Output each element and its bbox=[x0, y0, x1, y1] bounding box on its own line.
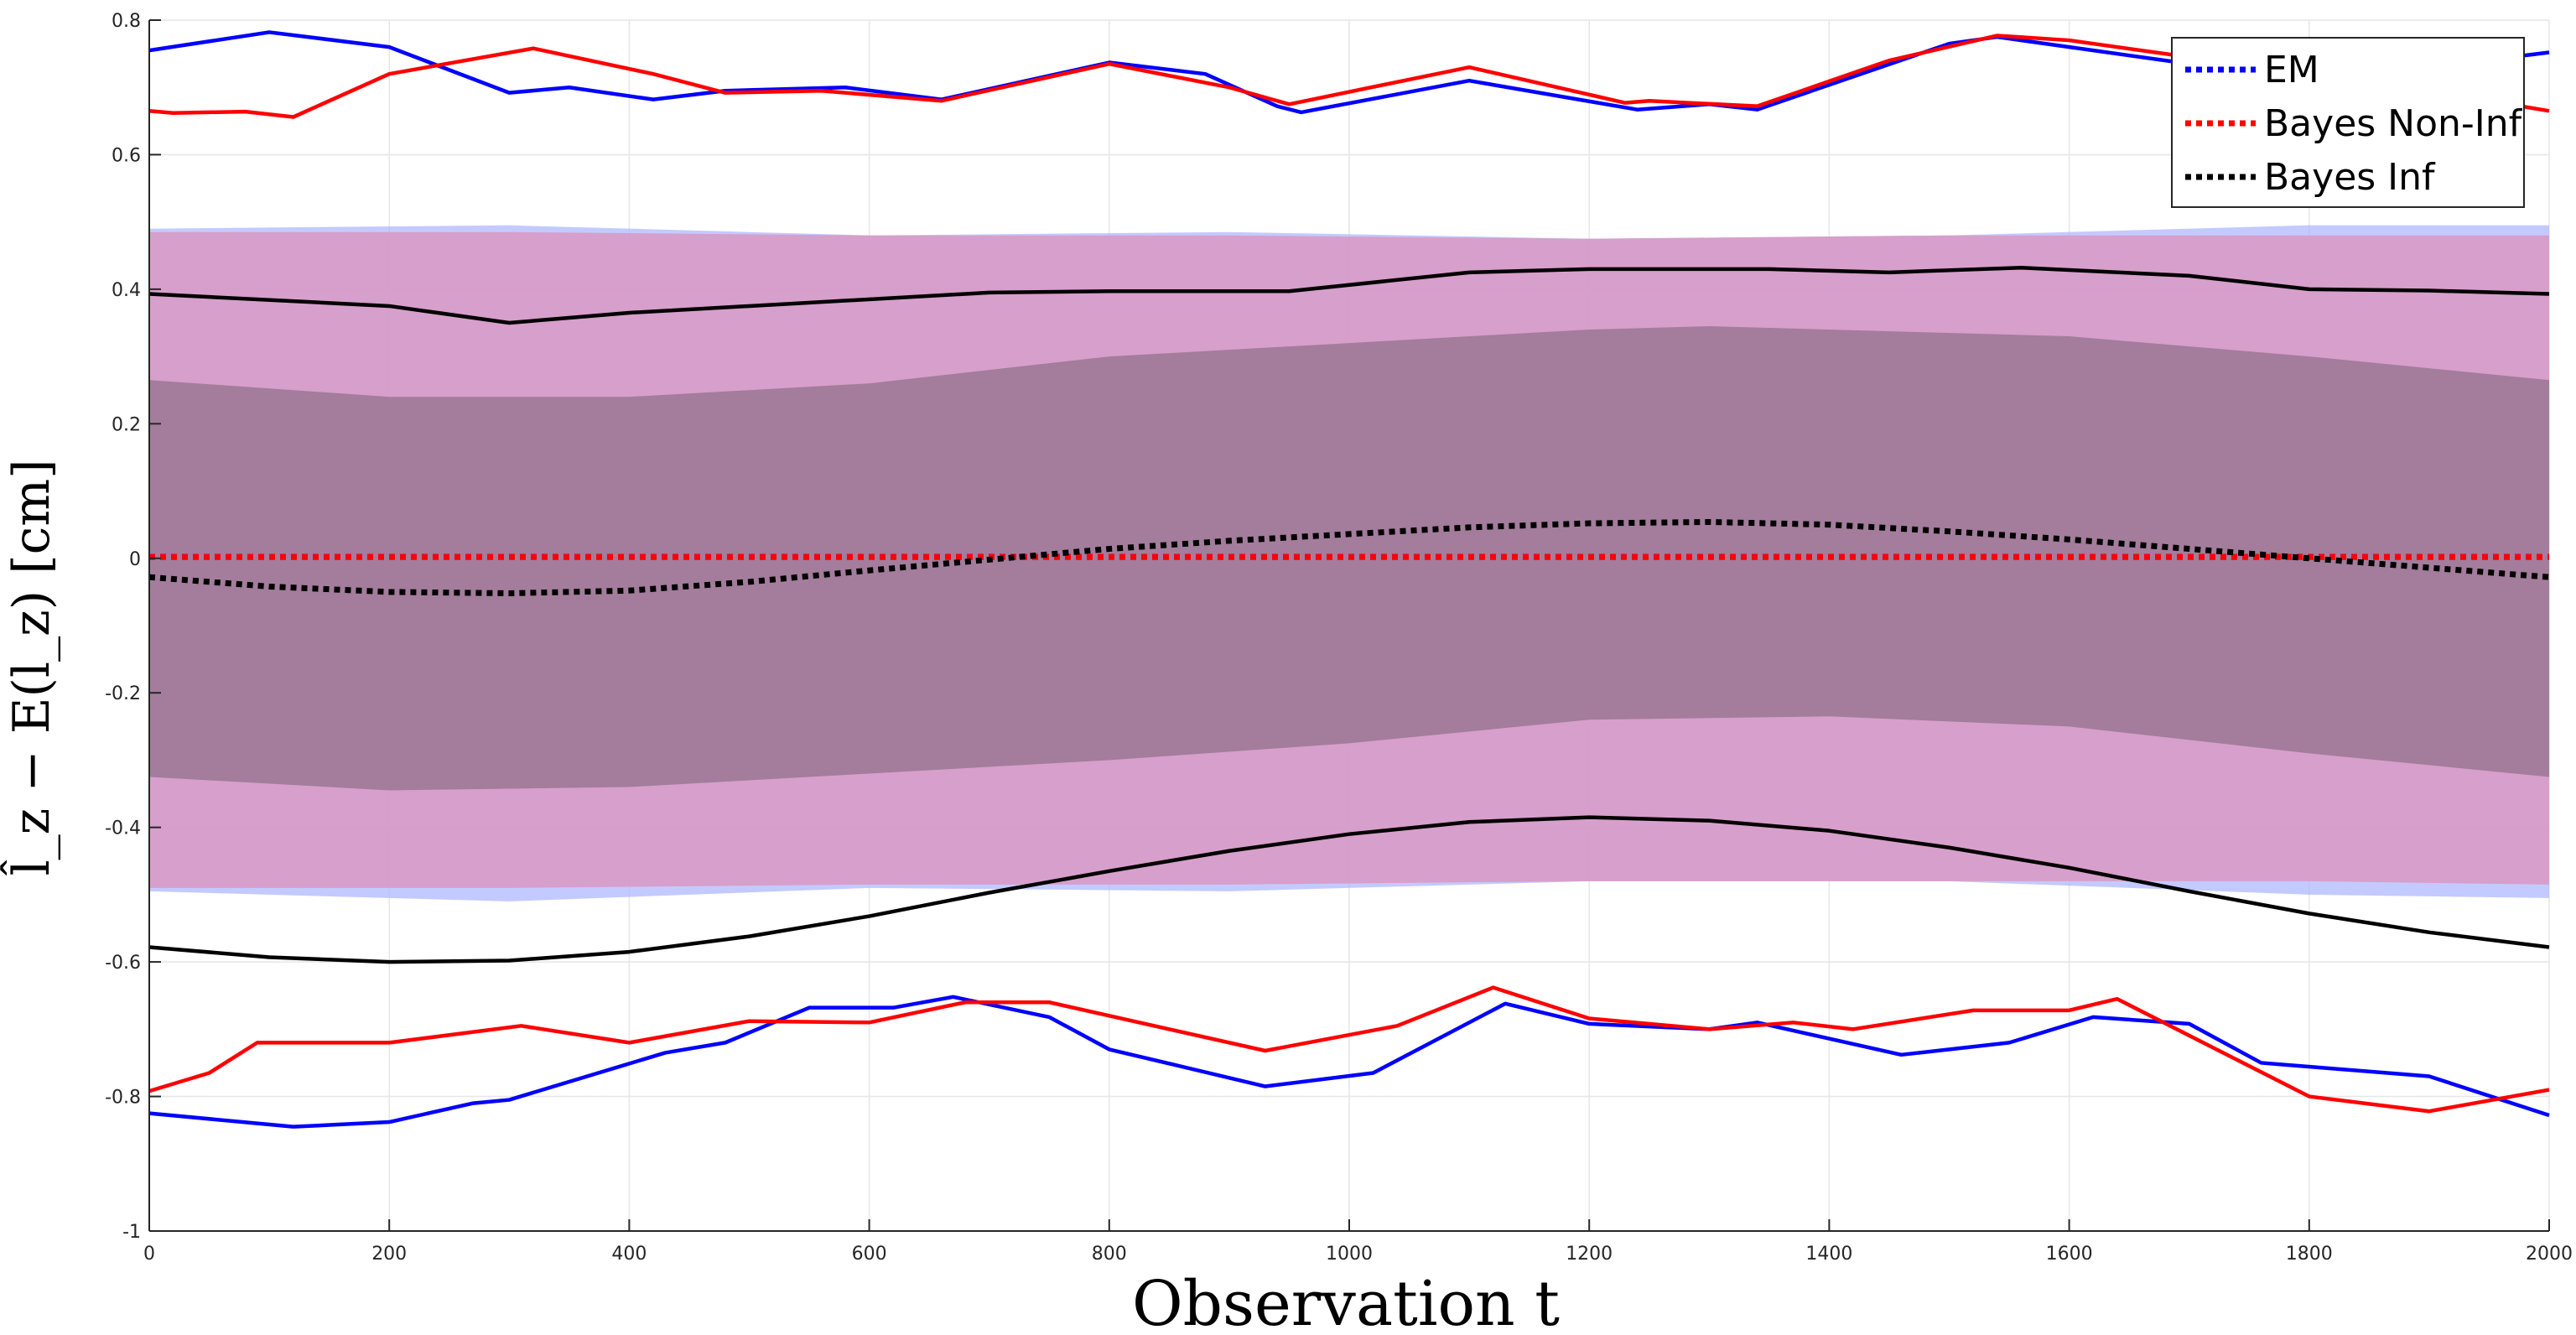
legend-label-bayes-inf: Bayes Inf bbox=[2264, 156, 2436, 199]
series-em-upper-bound bbox=[148, 30, 2550, 115]
series-bayes-inf bbox=[148, 518, 2550, 596]
series-bayes-inf-lower-bound bbox=[148, 815, 2550, 964]
legend: EM Bayes Non-Inf Bayes Inf bbox=[2171, 37, 2525, 208]
y-tick-label: -0.8 bbox=[105, 1088, 141, 1109]
y-tick-label: 0.6 bbox=[112, 145, 141, 166]
x-tick-label: 1200 bbox=[1566, 1244, 1613, 1265]
y-tick-label: 0.2 bbox=[112, 414, 141, 435]
x-axis-label: Observation t bbox=[1132, 1268, 1560, 1335]
series-bayes-non-inf-lower-bound bbox=[148, 985, 2550, 1114]
y-tick-label: 0.4 bbox=[112, 280, 141, 301]
legend-label-bayes-non-inf: Bayes Non-Inf bbox=[2264, 102, 2523, 145]
x-tick-label: 200 bbox=[371, 1244, 407, 1265]
x-tick-label: 1800 bbox=[2286, 1244, 2333, 1265]
y-tick-label: -0.4 bbox=[105, 818, 141, 839]
series-bayes-inf-upper-bound bbox=[148, 265, 2550, 325]
legend-label-em: EM bbox=[2264, 49, 2319, 91]
x-tick-label: 1000 bbox=[1326, 1244, 1373, 1265]
x-tick-label: 800 bbox=[1092, 1244, 1127, 1265]
x-tick-label: 1600 bbox=[2046, 1244, 2093, 1265]
y-tick-label: -0.2 bbox=[105, 683, 141, 704]
x-axis-ticks: 0 200 400 600 800 1000 1200 1400 1600 1800 2000 bbox=[143, 1219, 2573, 1265]
y-tick-label: 0 bbox=[129, 549, 141, 570]
x-tick-label: 0 bbox=[143, 1244, 155, 1265]
y-axis-label: l̂_z − E(l_z) [cm] bbox=[0, 459, 61, 875]
y-axis-ticks: -1 -0.8 -0.6 -0.4 -0.2 0 0.2 0.4 0.6 0.8 bbox=[105, 11, 161, 1243]
x-tick-label: 2000 bbox=[2526, 1244, 2573, 1265]
y-tick-label: -0.6 bbox=[105, 953, 141, 974]
series-bayes-non-inf-upper-bound bbox=[148, 34, 2550, 119]
x-tick-label: 600 bbox=[852, 1244, 887, 1265]
series-em-lower-bound bbox=[148, 995, 2550, 1129]
confidence-bands bbox=[149, 225, 2549, 901]
x-tick-label: 400 bbox=[611, 1244, 647, 1265]
y-tick-label: -1 bbox=[122, 1222, 141, 1243]
x-tick-label: 1400 bbox=[1805, 1244, 1852, 1265]
y-tick-label: 0.8 bbox=[112, 11, 141, 32]
series-lines bbox=[148, 30, 2550, 1129]
